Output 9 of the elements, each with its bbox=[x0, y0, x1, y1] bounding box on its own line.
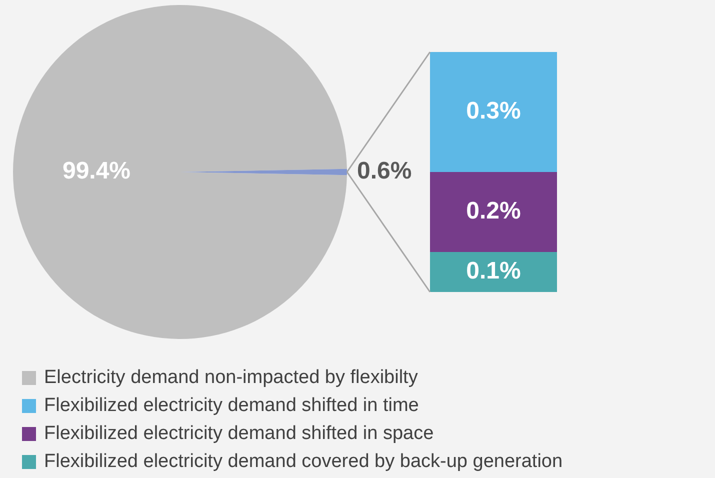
data-label: 99.4% bbox=[62, 158, 131, 185]
data-label: 0.2% bbox=[466, 198, 521, 225]
legend-label: Electricity demand non-impacted by flexibilty bbox=[44, 367, 418, 389]
legend-label: Flexibilized electricity demand shifted in space bbox=[44, 423, 434, 445]
data-label: 0.3% bbox=[466, 98, 521, 125]
data-label: 0.1% bbox=[466, 258, 521, 285]
data-label: 0.6% bbox=[357, 158, 412, 185]
legend-label: Flexibilized electricity demand shifted in time bbox=[44, 395, 419, 417]
legend-label: Flexibilized electricity demand covered by back-up generation bbox=[44, 451, 563, 473]
